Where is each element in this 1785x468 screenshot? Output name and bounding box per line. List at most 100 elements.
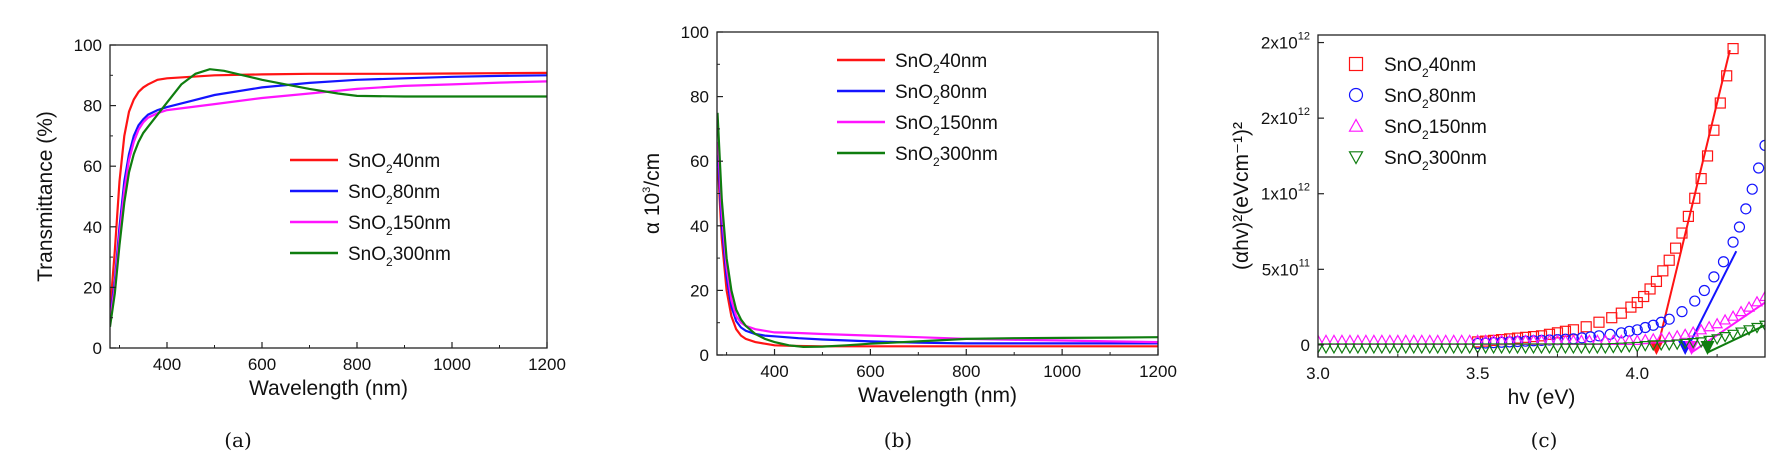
- data-point: [1591, 343, 1604, 355]
- legend-item: SnO240nm: [1348, 55, 1476, 80]
- intercept-arrow: [1649, 341, 1664, 355]
- data-point: [1567, 343, 1580, 355]
- data-point: [1650, 275, 1663, 288]
- data-point: [1727, 329, 1740, 341]
- data-point: [1615, 342, 1628, 354]
- series-line: [717, 167, 1158, 348]
- data-point: [1743, 325, 1756, 337]
- data-point: [1689, 295, 1701, 307]
- series-line: [717, 154, 1158, 345]
- data-point: [1487, 343, 1500, 355]
- y-tick-label: 40: [690, 217, 709, 236]
- data-point: [1615, 334, 1628, 345]
- legend-item: SnO280nm: [290, 182, 440, 207]
- data-point: [1318, 343, 1325, 355]
- legend-label: SnO2300nm: [1384, 148, 1487, 173]
- y-tick-label: 0: [700, 346, 709, 365]
- data-point: [1511, 343, 1524, 355]
- data-point: [1669, 242, 1682, 254]
- y-tick-label: 40: [83, 218, 102, 237]
- data-point: [1576, 332, 1588, 344]
- legend-label: SnO2300nm: [348, 244, 451, 269]
- data-point: [1463, 343, 1476, 355]
- series-line: [110, 71, 547, 312]
- data-point: [1750, 295, 1764, 307]
- chart-panel-c: 3.0 3.5 4.0 0 5x1011 1x1012 2x1012 2x1012 hv (eV…: [1230, 31, 1766, 452]
- data-point: [1439, 343, 1452, 355]
- data-point: [1348, 56, 1364, 72]
- y-tick-label: 80: [83, 97, 102, 116]
- data-point: [1703, 335, 1716, 347]
- data-point: [1644, 283, 1656, 295]
- data-point: [1714, 97, 1726, 109]
- data-point: [1719, 331, 1732, 343]
- data-point: [1655, 331, 1668, 343]
- x-tick-label: 1200: [1139, 362, 1177, 381]
- data-point: [1319, 343, 1333, 355]
- data-point: [1455, 343, 1468, 355]
- data-point: [1663, 313, 1675, 325]
- legend-label: SnO240nm: [1384, 55, 1476, 80]
- x-tick-label: 1000: [433, 355, 471, 374]
- legend-item: SnO240nm: [290, 151, 440, 176]
- data-point: [1615, 307, 1627, 319]
- data-point: [1703, 320, 1716, 332]
- legend-item: SnO2300nm: [1348, 148, 1487, 173]
- data-point: [1676, 306, 1688, 318]
- data-point: [1695, 323, 1708, 335]
- data-point: [1543, 343, 1556, 355]
- data-point: [1695, 173, 1707, 185]
- data-point: [1367, 343, 1380, 355]
- legend-label: SnO2150nm: [1384, 117, 1487, 142]
- data-point: [1495, 343, 1508, 355]
- data-point: [1711, 317, 1724, 329]
- data-point: [1431, 343, 1444, 355]
- legend-label: SnO280nm: [895, 82, 987, 107]
- y-axis-title: α 103/cm: [641, 153, 664, 234]
- data-point: [1639, 321, 1651, 334]
- data-point: [1584, 331, 1597, 343]
- data-point: [1708, 124, 1720, 136]
- legend-label: SnO280nm: [1384, 86, 1476, 111]
- data-point: [1631, 296, 1643, 309]
- data-point: [1480, 337, 1492, 349]
- data-point: [1639, 341, 1652, 352]
- data-point: [1671, 339, 1684, 351]
- data-point: [1580, 321, 1592, 333]
- legend-label: SnO280nm: [348, 182, 440, 207]
- y-tick-label: 100: [74, 36, 102, 55]
- data-point: [1679, 338, 1692, 350]
- plot-frame: [716, 31, 1159, 356]
- data-point: [1423, 343, 1436, 355]
- series-300nm: [1318, 320, 1765, 355]
- data-point: [1687, 338, 1700, 349]
- x-tick-label: 1200: [528, 355, 566, 374]
- data-point: [1343, 343, 1356, 355]
- y-tick-label: 2x1012: [1261, 106, 1310, 128]
- legend-item: SnO240nm: [837, 51, 987, 76]
- data-point: [1559, 343, 1572, 355]
- x-tick-label: 400: [153, 355, 181, 374]
- series-line: [717, 112, 1158, 349]
- x-axis-title: Wavelength (nm): [858, 384, 1017, 407]
- legend: SnO240nm SnO280nm SnO2150nm SnO2300nm: [837, 51, 998, 169]
- x-tick-label: 800: [343, 355, 371, 374]
- x-tick-label: 1000: [1043, 362, 1081, 381]
- y-tick-label: 2x1012: [1261, 31, 1310, 53]
- series-line: [110, 74, 547, 318]
- data-point: [1593, 330, 1605, 342]
- y-tick-label: 20: [690, 281, 709, 300]
- x-tick-label: 3.0: [1306, 364, 1330, 383]
- legend-item: SnO280nm: [1348, 86, 1476, 111]
- legend: SnO240nm SnO280nm SnO2150nm SnO2300nm: [1348, 55, 1487, 173]
- data-point: [1488, 337, 1500, 349]
- data-point: [1753, 162, 1765, 174]
- data-point: [1604, 328, 1616, 340]
- legend: SnO240nm SnO280nm SnO2150nm SnO2300nm: [290, 151, 451, 269]
- data-point: [1701, 150, 1714, 162]
- legend-item: SnO2300nm: [290, 244, 451, 269]
- y-tick-label: 1x1012: [1261, 182, 1310, 204]
- data-point: [1599, 343, 1612, 355]
- series-line: [110, 68, 547, 327]
- data-point: [1721, 70, 1733, 82]
